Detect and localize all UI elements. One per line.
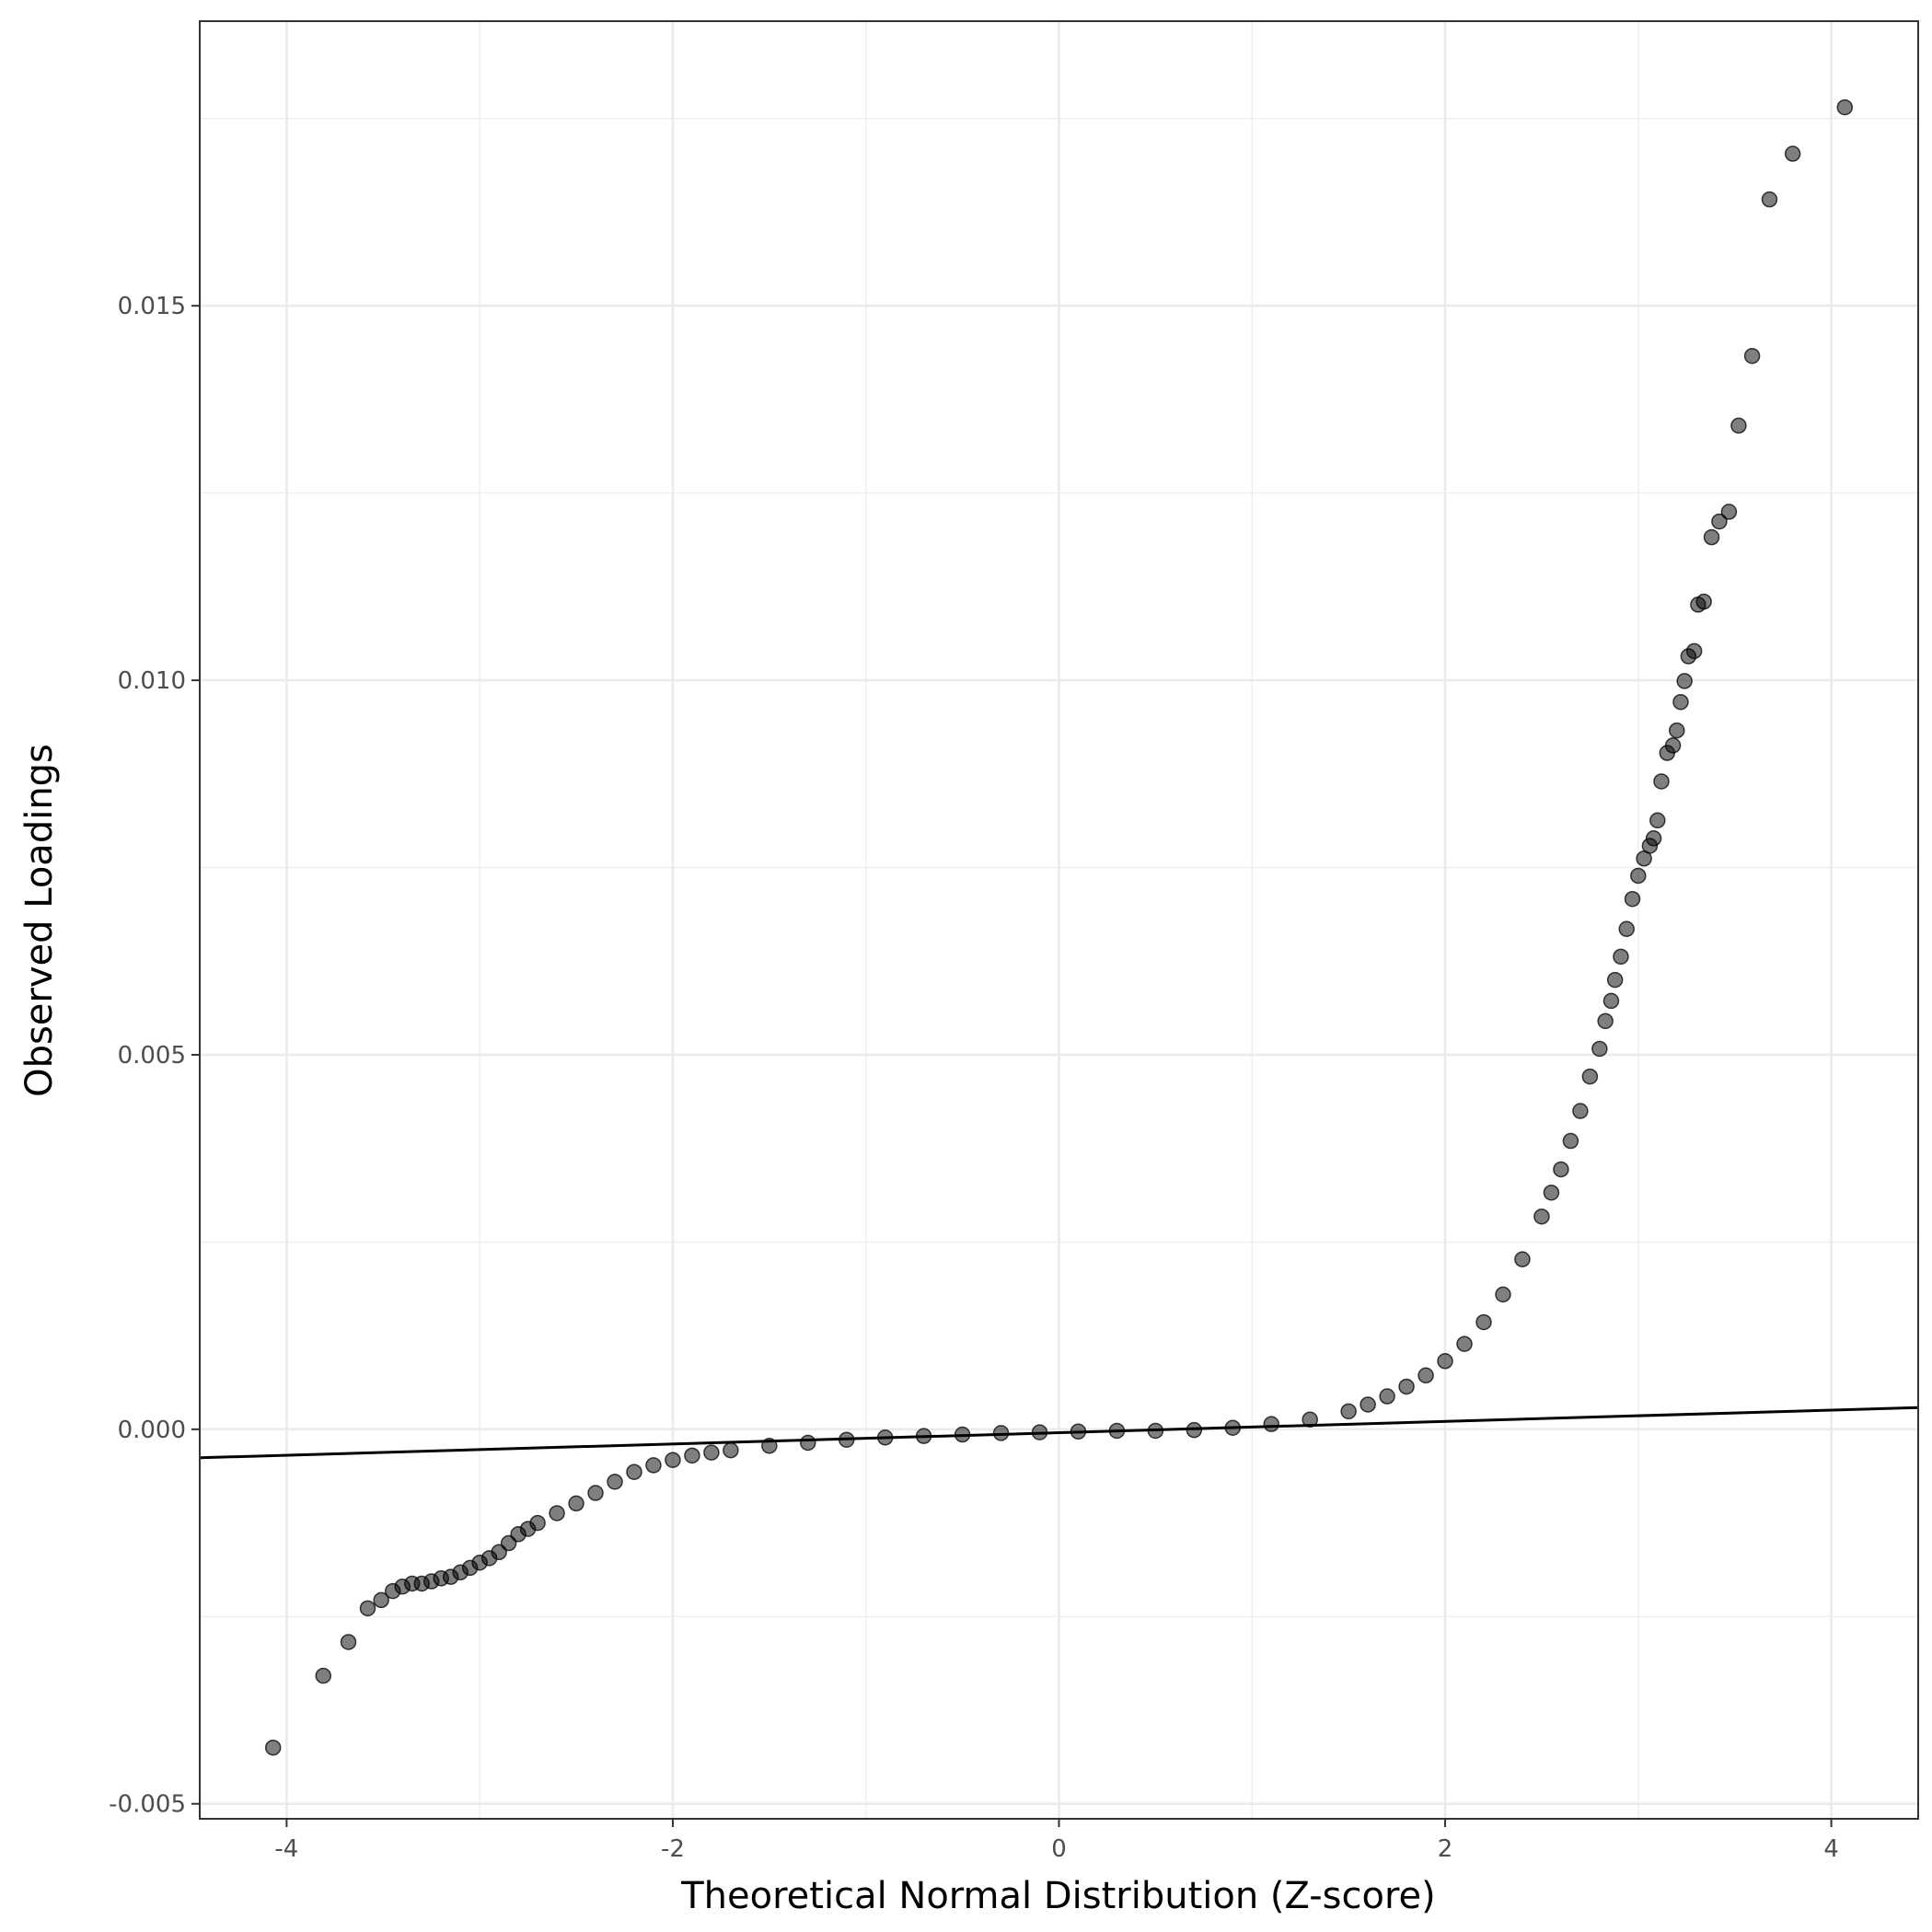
data-point	[1572, 1103, 1589, 1119]
x-tick-label: -4	[274, 1835, 298, 1863]
data-point	[373, 1591, 389, 1609]
data-point	[1606, 971, 1624, 989]
data-point	[1475, 1313, 1492, 1331]
x-tick-label: 0	[1051, 1835, 1067, 1863]
major-gridlines	[200, 21, 1918, 1819]
data-point	[1379, 1388, 1395, 1405]
data-point	[1784, 145, 1801, 162]
data-point	[1664, 737, 1682, 754]
data-point	[684, 1447, 700, 1464]
data-point	[1340, 1403, 1357, 1420]
data-point	[1437, 1353, 1453, 1370]
data-point	[549, 1505, 565, 1521]
data-point	[1581, 1068, 1599, 1085]
data-point	[1602, 992, 1620, 1010]
x-tick-label: 2	[1438, 1835, 1453, 1863]
data-point	[1645, 830, 1662, 847]
y-axis-title: Observed Loadings	[18, 744, 61, 1097]
y-tick-label: 0.010	[118, 667, 186, 695]
x-axis-ticks: -4 -2 0 2 4	[274, 1819, 1839, 1863]
reference-line	[199, 1406, 1919, 1460]
data-point	[1495, 1286, 1511, 1303]
data-point	[1720, 503, 1738, 520]
data-point	[1676, 673, 1693, 689]
data-point	[1398, 1378, 1415, 1395]
y-tick-label: -0.005	[109, 1791, 186, 1819]
data-point	[340, 1634, 357, 1650]
y-tick-label: 0.015	[118, 293, 186, 320]
y-tick-label: 0.000	[118, 1417, 186, 1444]
data-point	[1669, 722, 1685, 739]
data-point	[1630, 867, 1647, 885]
data-point	[626, 1463, 642, 1480]
data-point	[645, 1457, 662, 1474]
data-point	[568, 1495, 584, 1512]
data-point	[1562, 1132, 1579, 1150]
x-tick-label: 4	[1823, 1835, 1839, 1863]
data-point	[1618, 920, 1635, 938]
data-point	[1743, 347, 1761, 364]
data-point	[1624, 890, 1641, 908]
data-point	[1761, 191, 1778, 208]
data-point	[607, 1474, 623, 1490]
data-point	[529, 1514, 546, 1532]
data-point	[723, 1441, 739, 1459]
data-point	[1359, 1396, 1376, 1413]
data-point	[1653, 773, 1670, 790]
x-axis-title: Theoretical Normal Distribution (Z-score…	[680, 1875, 1436, 1917]
data-point	[1456, 1336, 1473, 1352]
data-point	[703, 1444, 720, 1461]
data-point	[1543, 1184, 1560, 1201]
data-point	[1703, 528, 1720, 546]
data-point	[1613, 948, 1629, 966]
data-point	[1730, 417, 1747, 434]
data-point	[1514, 1251, 1531, 1267]
data-point	[800, 1434, 816, 1452]
y-tick-label: 0.005	[118, 1042, 186, 1070]
data-point	[1695, 593, 1712, 610]
data-point	[264, 1739, 282, 1756]
data-point	[1533, 1208, 1550, 1225]
data-point	[1553, 1161, 1569, 1178]
data-point	[665, 1452, 681, 1468]
data-point	[1591, 1040, 1608, 1058]
data-point	[1597, 1012, 1614, 1030]
data-point	[315, 1667, 332, 1684]
data-point	[1263, 1416, 1280, 1432]
x-tick-label: -2	[661, 1835, 685, 1863]
data-point	[1836, 98, 1854, 116]
y-axis-ticks: -0.005 0.000 0.005 0.010 0.015	[109, 293, 200, 1819]
data-point	[1301, 1411, 1318, 1429]
data-point	[1672, 693, 1689, 711]
data-point	[1417, 1367, 1434, 1384]
data-point	[587, 1485, 604, 1501]
data-point	[359, 1600, 376, 1617]
data-point	[1649, 812, 1666, 829]
data-point	[1711, 513, 1728, 530]
data-point	[1685, 642, 1703, 660]
